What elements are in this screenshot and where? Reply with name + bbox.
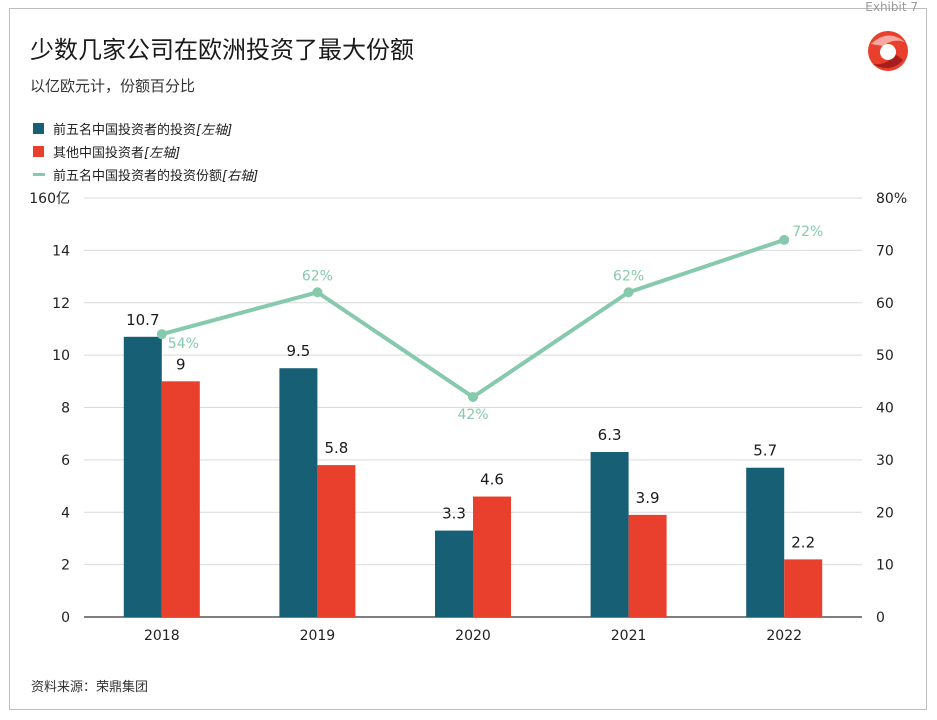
bar-others [473, 496, 511, 617]
right-axis-tick-label: 0 [876, 610, 885, 626]
x-axis-tick-label: 2018 [144, 628, 180, 644]
left-axis-tick-label: 4 [61, 505, 70, 521]
legend-axis-top5: [左轴] [196, 123, 233, 138]
share-point [779, 234, 790, 245]
share-point [623, 287, 634, 298]
legend-item-share: 前五名中国投资者的投资份额 [右轴] [33, 163, 258, 186]
left-axis-tick-label: 14 [52, 243, 70, 259]
data-label-others: 9 [176, 355, 186, 373]
legend-swatch-others [33, 146, 44, 157]
exhibit-frame: Exhibit 7 [9, 0, 927, 710]
legend-label-top5: 前五名中国投资者的投资 [53, 123, 197, 138]
legend-item-others: 其他中国投资者 [左轴] [33, 140, 258, 163]
left-axis-tick-label: 160亿 [29, 191, 70, 207]
share-point [312, 287, 323, 298]
data-label-top5: 9.5 [286, 342, 310, 360]
legend-axis-share: [右轴] [222, 169, 259, 184]
right-axis-tick-label: 10 [876, 558, 894, 574]
left-axis-tick-label: 8 [61, 401, 70, 417]
legend-swatch-share [33, 173, 45, 176]
right-axis-tick-label: 30 [876, 453, 894, 469]
data-label-share: 62% [302, 268, 333, 284]
chart-title: 少数几家公司在欧洲投资了最大份额 [30, 36, 414, 64]
legend-swatch-top5 [33, 123, 44, 134]
right-axis-tick-label: 40 [876, 401, 894, 417]
data-label-others: 3.9 [636, 489, 660, 507]
bar-top5 [590, 452, 629, 617]
data-label-top5: 6.3 [598, 426, 622, 444]
data-label-share: 42% [457, 407, 488, 423]
x-axis-tick-label: 2022 [766, 628, 802, 644]
rhodium-logo-icon [868, 31, 908, 71]
data-label-share: 62% [613, 268, 644, 284]
bar-others [628, 514, 667, 617]
share-line [161, 238, 785, 400]
left-axis-tick-label: 10 [52, 348, 70, 364]
legend-axis-others: [左轴] [144, 146, 181, 161]
left-axis-tick-label: 6 [61, 453, 70, 469]
x-axis-tick-label: 2021 [611, 628, 647, 644]
left-axis-tick-label: 0 [61, 610, 70, 626]
data-label-others: 4.6 [480, 471, 504, 489]
right-axis-tick-label: 80% [876, 191, 907, 207]
bar-top5 [746, 467, 785, 617]
right-axis-tick-label: 60 [876, 296, 894, 312]
data-label-top5: 3.3 [442, 505, 466, 523]
data-label-top5: 5.7 [753, 442, 777, 460]
share-point [156, 329, 167, 340]
source-note: 资料来源：荣鼎集团 [31, 680, 149, 695]
legend: 前五名中国投资者的投资 [左轴] 其他中国投资者 [左轴] 前五名中国投资者的投… [33, 117, 258, 186]
left-axis-tick-label: 12 [52, 296, 70, 312]
data-label-others: 2.2 [791, 533, 815, 551]
right-axis-tick-label: 20 [876, 505, 894, 521]
legend-item-top5: 前五名中国投资者的投资 [左轴] [33, 117, 258, 140]
chart-subtitle: 以亿欧元计，份额百分比 [30, 77, 196, 95]
exhibit-label: Exhibit 7 [865, 0, 918, 14]
data-label-share: 54% [168, 336, 199, 352]
legend-label-share: 前五名中国投资者的投资份额 [53, 169, 223, 184]
bar-top5 [123, 336, 162, 617]
bar-top5 [279, 368, 318, 617]
x-axis-tick-label: 2020 [455, 628, 491, 644]
share-point [468, 392, 478, 403]
x-axis-tick-label: 2019 [300, 628, 336, 644]
left-axis-tick-label: 2 [61, 558, 70, 574]
right-axis-tick-label: 70 [876, 243, 894, 259]
data-label-others: 5.8 [324, 439, 348, 457]
bar-top5 [435, 530, 473, 617]
bar-others [161, 381, 200, 617]
bar-others [317, 465, 356, 617]
data-label-share: 72% [792, 224, 823, 240]
bar-others [784, 559, 823, 617]
legend-label-others: 其他中国投资者 [53, 146, 145, 161]
right-axis-tick-label: 50 [876, 348, 894, 364]
data-label-top5: 10.7 [126, 311, 159, 329]
